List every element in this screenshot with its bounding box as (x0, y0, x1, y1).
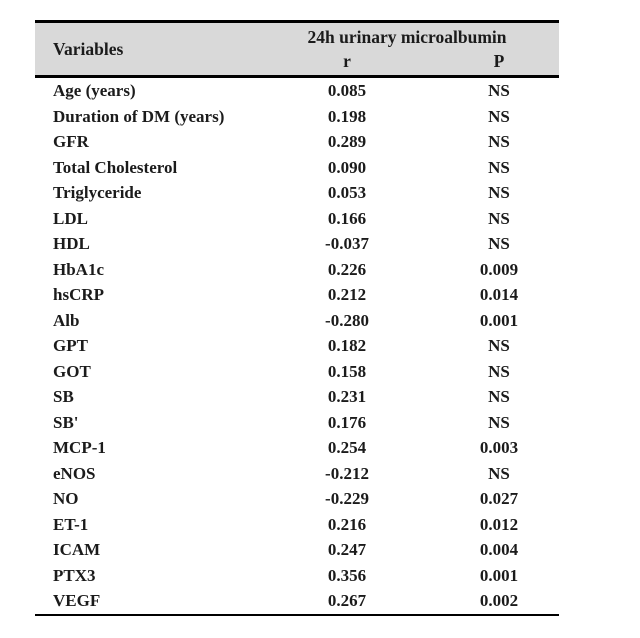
variable-cell: Triglyceride (53, 183, 142, 202)
table-row: HDL -0.037 NS (35, 231, 559, 257)
table-row: ET-1 0.216 0.012 (35, 512, 559, 538)
variable-cell: GPT (53, 336, 88, 355)
r-value-cell: 0.053 (327, 183, 367, 202)
variable-cell: GFR (53, 132, 89, 151)
p-value-cell: 0.027 (479, 489, 519, 508)
variable-cell: MCP-1 (53, 438, 106, 457)
variable-cell: Alb (53, 310, 80, 330)
header-sub-row: r P (35, 50, 560, 77)
p-value-cell: NS (488, 463, 510, 483)
correlation-table: Variables 24h urinary microalbumin r P A… (35, 20, 560, 616)
r-value-cell: 0.085 (327, 81, 367, 100)
r-value-cell: -0.212 (325, 463, 369, 483)
p-value-cell: 0.014 (479, 285, 519, 304)
table-row: Triglyceride 0.053 NS (35, 180, 559, 206)
p-value-cell: 0.002 (479, 591, 519, 610)
r-value-cell: -0.229 (325, 489, 369, 508)
table-header: Variables 24h urinary microalbumin r P (35, 21, 560, 77)
variable-cell: hsCRP (53, 285, 105, 304)
table-row: GOT 0.158 NS (35, 359, 559, 385)
table-row: GPT 0.182 NS (35, 333, 559, 359)
table-body: Age (years) 0.085 NS Duration of DM (years)… (35, 77, 559, 615)
r-value-cell: 0.247 (327, 540, 367, 559)
p-column-header: P (439, 50, 560, 77)
variable-cell: ICAM (53, 540, 101, 559)
variable-cell: Duration of DM (years) (53, 106, 225, 126)
p-value-cell: NS (488, 106, 510, 126)
table-row: HbA1c 0.226 0.009 (35, 257, 559, 283)
variable-cell: LDL (53, 208, 88, 228)
table-row: ICAM 0.247 0.004 (35, 537, 559, 563)
p-value-cell: 0.012 (479, 514, 519, 534)
table-row: eNOS -0.212 NS (35, 461, 559, 487)
r-value-cell: 0.216 (327, 514, 367, 534)
table-row: Total Cholesterol 0.090 NS (35, 155, 559, 181)
r-value-cell: 0.090 (327, 157, 367, 177)
p-value-cell: NS (488, 361, 510, 381)
p-value-cell: 0.001 (479, 565, 519, 585)
p-value-cell: NS (488, 412, 510, 432)
p-value-cell: NS (488, 234, 510, 253)
r-value-cell: -0.280 (325, 310, 369, 330)
table-row: PTX3 0.356 0.001 (35, 563, 559, 589)
r-value-cell: 0.267 (327, 591, 367, 610)
r-value-cell: 0.176 (327, 412, 367, 432)
table-row: hsCRP 0.212 0.014 (35, 282, 559, 308)
r-value-cell: 0.356 (327, 565, 367, 585)
variable-cell: HDL (53, 234, 90, 253)
p-value-cell: NS (488, 157, 510, 177)
correlation-table-container: Variables 24h urinary microalbumin r P A… (35, 20, 560, 616)
p-value-cell: 0.003 (479, 438, 519, 457)
variable-cell: VEGF (53, 591, 101, 610)
variable-cell: Total Cholesterol (53, 157, 178, 177)
group-column-header: 24h urinary microalbumin (255, 21, 560, 50)
p-value-cell: NS (488, 132, 510, 151)
p-value-cell: NS (488, 183, 510, 202)
p-value-cell: 0.001 (479, 310, 519, 330)
table-row: Age (years) 0.085 NS (35, 77, 559, 104)
variable-cell: eNOS (53, 463, 96, 483)
p-value-cell: NS (488, 336, 510, 355)
r-value-cell: 0.254 (327, 438, 367, 457)
r-value-cell: 0.226 (327, 259, 367, 279)
r-value-cell: 0.198 (327, 106, 367, 126)
table-row: VEGF 0.267 0.002 (35, 588, 559, 615)
variable-cell: SB (53, 387, 74, 406)
p-value-cell: NS (488, 387, 510, 406)
r-value-cell: 0.231 (327, 387, 367, 406)
r-value-cell: 0.158 (327, 361, 367, 381)
table-row: SB 0.231 NS (35, 384, 559, 410)
variable-cell: SB' (53, 412, 79, 432)
variable-cell: ET-1 (53, 514, 89, 534)
p-value-cell: NS (488, 208, 510, 228)
table-row: Duration of DM (years) 0.198 NS (35, 104, 559, 130)
table-row: MCP-1 0.254 0.003 (35, 435, 559, 461)
variable-cell: HbA1c (53, 259, 104, 279)
variable-cell: NO (53, 489, 79, 508)
table-row: LDL 0.166 NS (35, 206, 559, 232)
r-value-cell: 0.212 (327, 285, 367, 304)
p-value-cell: 0.009 (479, 259, 519, 279)
r-value-cell: 0.182 (327, 336, 367, 355)
table-row: Alb -0.280 0.001 (35, 308, 559, 334)
r-column-header: r (255, 50, 439, 77)
r-value-cell: 0.289 (327, 132, 367, 151)
header-group-row: Variables 24h urinary microalbumin (35, 21, 560, 77)
table-row: GFR 0.289 NS (35, 129, 559, 155)
r-value-cell: -0.037 (325, 234, 369, 253)
variable-cell: PTX3 (53, 565, 96, 585)
r-value-cell: 0.166 (327, 208, 367, 228)
variable-cell: GOT (53, 361, 91, 381)
p-value-cell: NS (488, 81, 510, 100)
p-value-cell: 0.004 (479, 540, 519, 559)
variable-cell: Age (years) (53, 81, 136, 100)
table-row: NO -0.229 0.027 (35, 486, 559, 512)
table-row: SB' 0.176 NS (35, 410, 559, 436)
variables-column-header: Variables (35, 21, 255, 77)
